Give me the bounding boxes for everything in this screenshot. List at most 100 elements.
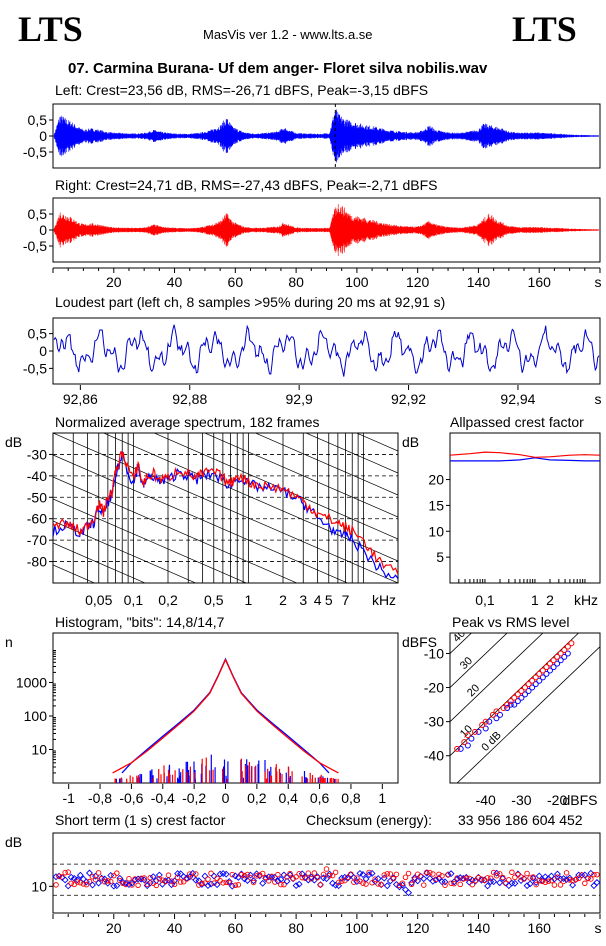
peak-rms-point-1 xyxy=(464,732,471,739)
short-crest-point-red xyxy=(530,874,536,880)
short-crest-point-blue xyxy=(61,876,69,884)
left-title: Left: Crest=23,56 dB, RMS=-26,71 dBFS, P… xyxy=(55,82,429,98)
short-crest-point-red xyxy=(77,879,84,886)
spectrum-xtick-label: 2 xyxy=(279,592,287,608)
short-crest-point-red xyxy=(168,878,175,884)
spectrum-title: Normalized average spectrum, 182 frames xyxy=(55,414,320,430)
short-crest-point-blue xyxy=(523,882,531,890)
short-crest-point-blue xyxy=(67,873,75,881)
histogram-xtick-label: 0,8 xyxy=(341,790,361,806)
short-crest-point-blue xyxy=(280,871,288,879)
loudest-waveform xyxy=(53,324,600,377)
short-crest-point-blue xyxy=(213,881,221,889)
short-crest-point-blue xyxy=(298,870,306,878)
peak-rms-point-1 xyxy=(461,739,468,746)
short-crest-point-blue xyxy=(274,877,282,885)
short-crest-point-blue xyxy=(128,879,136,887)
short-crest-point-red xyxy=(366,869,372,876)
short-crest-point-blue xyxy=(593,879,601,886)
histogram-ytick-label: 10 xyxy=(31,741,47,757)
short-crest-xtick-label: 80 xyxy=(288,920,304,936)
short-crest-point-red xyxy=(496,871,503,877)
short-crest-point-blue xyxy=(122,879,130,887)
short-crest-point-blue xyxy=(526,880,534,888)
peak-rms-point-0 xyxy=(457,745,464,752)
short-crest-ytick-label: 10 xyxy=(31,878,47,894)
short-crest-point-red xyxy=(281,881,287,888)
short-crest-point-red xyxy=(199,880,205,887)
allpass-xtick-label: 2 xyxy=(546,592,554,608)
spectrum-xtick-label: 4 xyxy=(314,592,322,608)
spectrum-slope-line xyxy=(53,609,398,759)
spectrum-xtick-label: 0,05 xyxy=(85,592,112,608)
loudest-title: Loudest part (left ch, 8 samples >95% du… xyxy=(55,294,446,310)
short-crest-point-blue xyxy=(292,882,300,890)
short-crest-point-red xyxy=(89,873,96,880)
short-crest-point-blue xyxy=(180,873,188,881)
short-crest-point-red xyxy=(74,879,81,885)
spectrum-ytick-label: -50 xyxy=(27,489,47,505)
short-crest-point-red xyxy=(594,871,600,878)
right-ytick-label: -0,5 xyxy=(23,238,47,254)
short-crest-point-blue xyxy=(420,875,428,883)
short-crest-point-blue xyxy=(152,877,160,885)
allpass-xtick-label: 0,1 xyxy=(475,592,495,608)
short-crest-point-red xyxy=(68,880,74,887)
short-crest-point-red xyxy=(572,876,579,883)
histogram-series-1 xyxy=(112,658,339,774)
short-crest-point-blue xyxy=(250,877,258,885)
histogram-ylabel: n xyxy=(5,634,13,650)
short-crest-point-red xyxy=(405,870,412,877)
short-crest-point-red xyxy=(469,881,476,888)
spectrum-slope-line xyxy=(53,564,96,583)
short-crest-point-blue xyxy=(204,882,212,890)
left-ytick-label: 0,5 xyxy=(28,112,48,128)
loudest-xtick-label: 92,9 xyxy=(286,391,313,407)
peak-rms-point-0 xyxy=(554,660,561,667)
short-crest-point-red xyxy=(266,878,272,884)
short-crest-point-red xyxy=(326,872,333,879)
short-crest-point-red xyxy=(439,873,445,879)
short-crest-point-red xyxy=(275,871,281,878)
right-title: Right: Crest=24,71 dB, RMS=-27,43 dBFS, … xyxy=(55,177,438,193)
peak-rms-point-1 xyxy=(507,698,514,705)
peak-rms-point-1 xyxy=(493,708,500,715)
spectrum-xunit: kHz xyxy=(372,592,396,608)
histogram-ytick-label: 1000 xyxy=(16,674,47,690)
short-crest-point-blue xyxy=(511,879,519,887)
short-crest-point-red xyxy=(445,872,451,878)
short-crest-point-red xyxy=(71,881,78,888)
short-crest-point-blue xyxy=(76,871,84,879)
short-crest-point-red xyxy=(527,875,533,881)
short-crest-point-red xyxy=(536,877,542,884)
short-crest-point-red xyxy=(293,874,299,880)
short-crest-point-blue xyxy=(383,882,391,890)
short-crest-point-red xyxy=(563,870,570,876)
short-crest-point-red xyxy=(287,870,293,877)
short-crest-point-red xyxy=(506,877,512,883)
short-crest-point-red xyxy=(120,880,126,887)
short-crest-point-red xyxy=(335,879,342,886)
short-crest-point-red xyxy=(591,871,597,878)
spectrum-slope-line xyxy=(203,433,398,518)
short-crest-point-red xyxy=(375,881,381,887)
short-crest-point-blue xyxy=(277,875,285,883)
peak-rms-ytick-label: -40 xyxy=(424,748,444,764)
short-crest-ylabel: dB xyxy=(5,834,22,850)
loudest-ytick-label: 0 xyxy=(39,343,47,359)
spectrum-ytick-label: -70 xyxy=(27,532,47,548)
short-crest-point-blue xyxy=(365,871,373,879)
short-crest-point-blue xyxy=(283,877,291,885)
peak-rms-crest-label: 40 xyxy=(451,628,468,645)
spectrum-series-0 xyxy=(53,450,398,580)
short-crest-point-blue xyxy=(374,875,382,883)
histogram-xtick-label: 0,6 xyxy=(310,790,330,806)
short-crest-point-red xyxy=(524,870,530,877)
short-crest-point-red xyxy=(384,871,391,877)
peak-rms-crest-label: 20 xyxy=(465,682,482,699)
short-crest-point-red xyxy=(299,874,305,881)
short-crest-point-red xyxy=(390,875,397,882)
short-crest-point-blue xyxy=(368,869,376,877)
peak-rms-point-0 xyxy=(529,684,536,691)
